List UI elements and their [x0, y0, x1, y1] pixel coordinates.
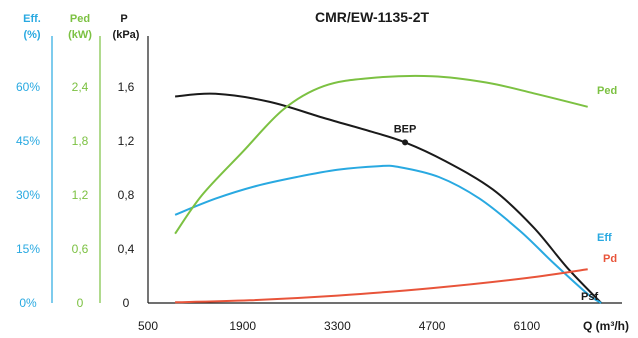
ped-tick-label: 0	[77, 296, 84, 310]
series-pd-line	[175, 268, 588, 304]
series-ped-label: Ped	[597, 85, 617, 97]
series-pd-label: Pd	[603, 253, 617, 265]
ped-tick-label: 2,4	[72, 80, 89, 94]
tick-labels: 0% 15% 30% 45% 60% 0 0,6 1,2 1,8 2,4 0 0,4 0,8 1,2 1,6…	[16, 80, 541, 333]
eff-axis-label: Eff.	[23, 13, 41, 25]
p-tick-label: 1,2	[118, 134, 135, 148]
series-ped-line	[174, 74, 588, 235]
bep-label: BEP	[394, 123, 417, 135]
series-eff-label: Eff	[597, 232, 612, 244]
chart-title: CMR/EW-1135-2T	[315, 9, 430, 25]
eff-tick-label: 0%	[19, 296, 37, 310]
ped-tick-label: 1,8	[72, 134, 89, 148]
ped-axis-label: Ped	[70, 13, 90, 25]
p-tick-label: 0,8	[118, 188, 135, 202]
series-psf-line	[175, 92, 602, 304]
p-axis-unit: (kPa)	[113, 29, 140, 41]
ped-tick-label: 0,6	[72, 242, 89, 256]
x-tick-label: 6100	[513, 319, 540, 333]
eff-tick-label: 30%	[16, 188, 40, 202]
x-axis-title: Q (m³/h)	[583, 319, 629, 333]
series-psf-label: Psf	[581, 291, 598, 303]
ped-axis-unit: (kW)	[68, 29, 92, 41]
eff-tick-label: 15%	[16, 242, 40, 256]
eff-tick-label: 60%	[16, 80, 40, 94]
series-eff-line	[174, 164, 602, 304]
p-tick-label: 0	[123, 296, 130, 310]
x-tick-label: 4700	[419, 319, 446, 333]
eff-axis-unit: (%)	[23, 29, 40, 41]
bep-point	[402, 139, 409, 146]
p-axis-label: P	[120, 13, 127, 25]
ped-tick-label: 1,2	[72, 188, 89, 202]
x-tick-label: 3300	[324, 319, 351, 333]
series-labels: Psf Eff Ped Pd BEP	[394, 85, 617, 303]
p-tick-label: 1,6	[118, 80, 135, 94]
x-tick-label: 500	[138, 319, 158, 333]
eff-tick-label: 45%	[16, 134, 40, 148]
p-tick-label: 0,4	[118, 242, 135, 256]
series-curves	[174, 74, 602, 304]
x-tick-label: 1900	[229, 319, 256, 333]
